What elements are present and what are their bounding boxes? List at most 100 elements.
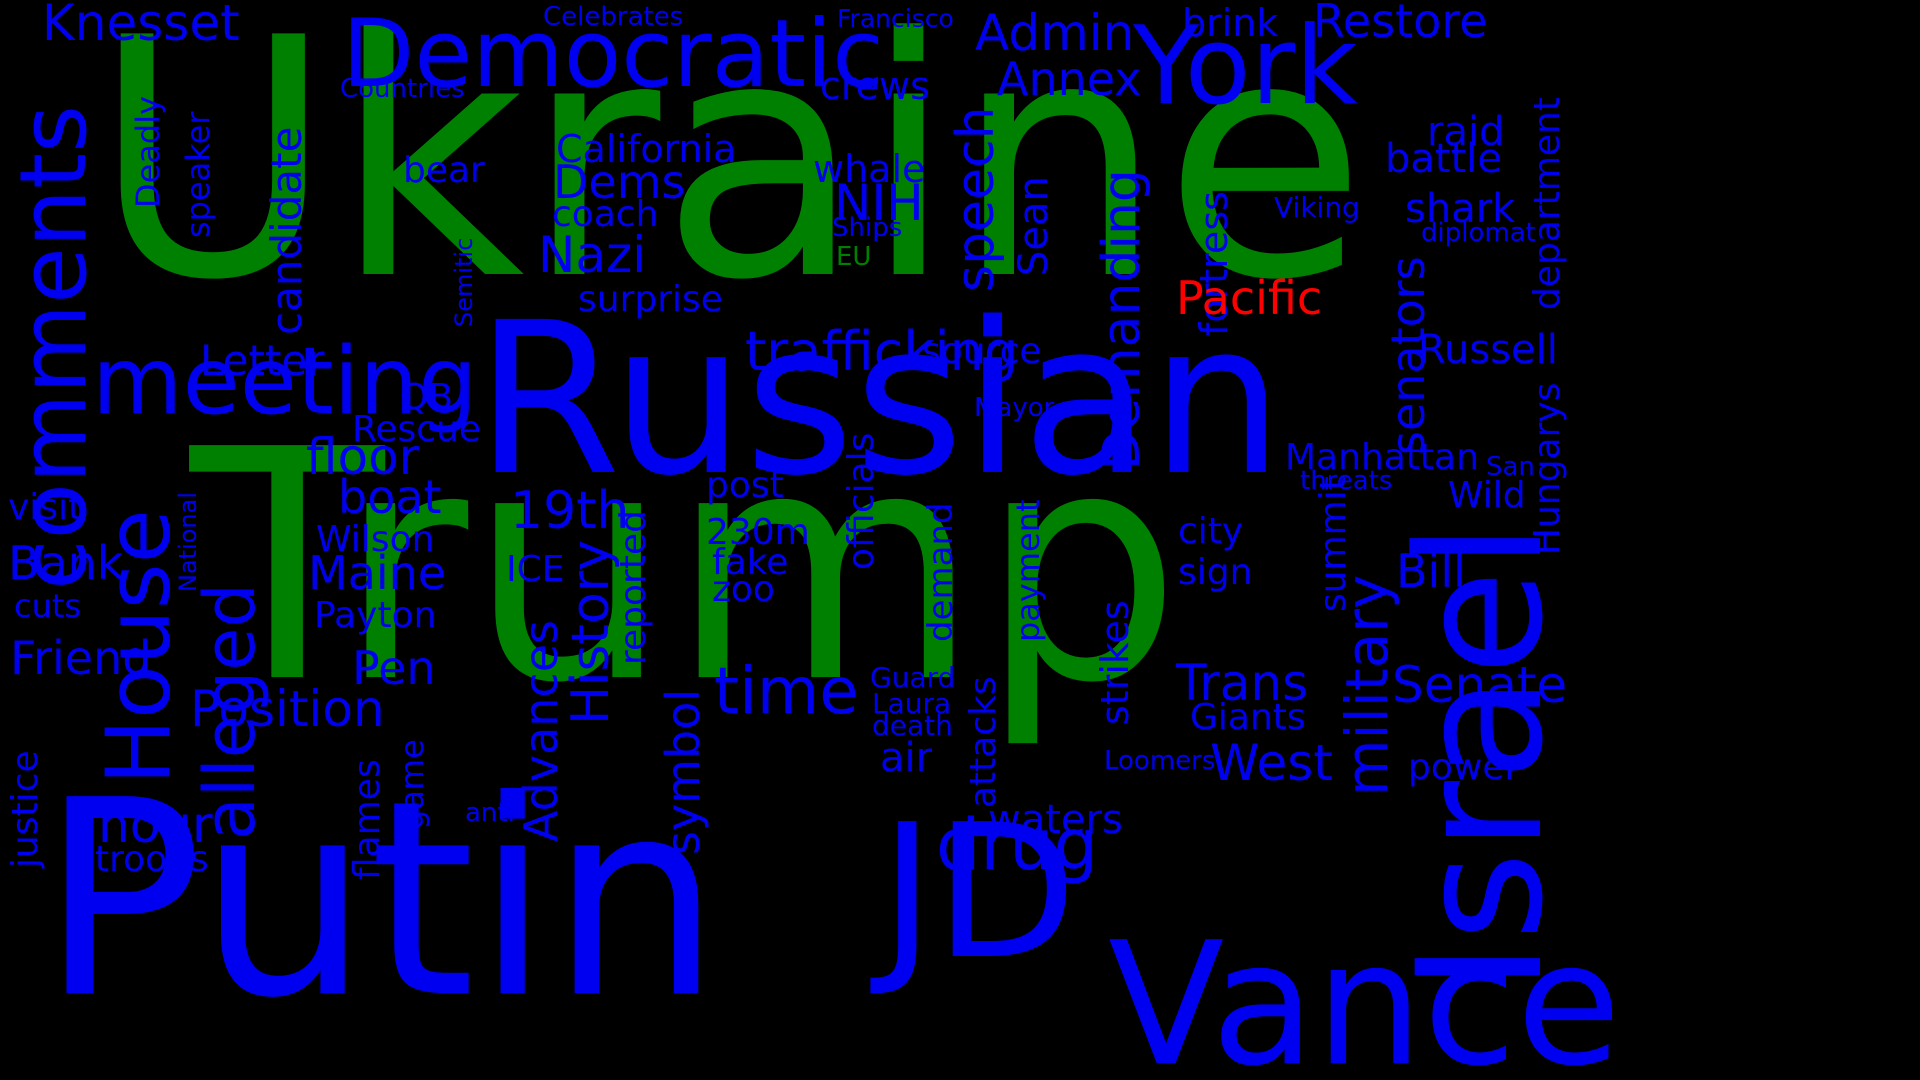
word-anti: anti xyxy=(465,798,515,828)
word-celebrates: Celebrates xyxy=(543,2,684,32)
word-zoo: zoo xyxy=(712,569,775,610)
word-ships: Ships xyxy=(832,213,903,243)
word-bank: Bank xyxy=(8,536,124,590)
word-nazi: Nazi xyxy=(538,226,647,284)
word-floor: floor xyxy=(306,428,420,486)
word-demand: demand xyxy=(921,502,961,642)
word-trump: Trump xyxy=(190,382,1182,752)
word-boat: boat xyxy=(338,470,442,524)
word-russell: Russell xyxy=(1418,327,1558,373)
word-raid: raid xyxy=(1427,109,1505,155)
word-death: death xyxy=(872,709,953,742)
word-west: West xyxy=(1210,734,1333,792)
word-eu: EU xyxy=(836,242,872,272)
word-advances: Advances xyxy=(514,620,568,842)
word-post: post xyxy=(706,465,784,506)
word-senate: Senate xyxy=(1392,656,1568,714)
word-reported: reported xyxy=(613,510,654,665)
word-air: air xyxy=(880,735,933,781)
word-sean: Sean xyxy=(1011,176,1057,276)
word-sign: sign xyxy=(1178,552,1253,593)
word-countries: Countries xyxy=(340,74,465,104)
word-russian: Russian xyxy=(475,277,1284,522)
word-ukraine: Ukraine xyxy=(92,0,1367,352)
word-bear: bear xyxy=(403,150,485,191)
word-crews: crews xyxy=(820,64,930,108)
word-shark: shark xyxy=(1405,186,1516,232)
word-visit: visit xyxy=(8,487,83,528)
word-hungarys: Hungarys xyxy=(1527,382,1568,555)
word-wild: Wild xyxy=(1448,475,1526,516)
word-summit: summit xyxy=(1313,476,1354,612)
word-city: city xyxy=(1178,511,1244,552)
word-officials: officials xyxy=(841,432,882,570)
word-speech: speech xyxy=(946,106,1006,292)
word-mayor: Mayor xyxy=(974,393,1055,423)
word-diplomat: diplomat xyxy=(1421,218,1536,248)
word-vance: Vance xyxy=(1108,906,1622,1080)
word-knesset: Knesset xyxy=(42,0,240,52)
word-pacific: Pacific xyxy=(1176,271,1323,325)
word-position: Position xyxy=(190,680,385,738)
word-hour: hour xyxy=(98,796,213,854)
word-source: source xyxy=(922,331,1042,372)
word-game: game xyxy=(393,739,431,830)
word-california: California xyxy=(556,127,737,171)
word-maine: Maine xyxy=(308,546,447,600)
word-justice: justice xyxy=(5,750,46,868)
word-trans: Trans xyxy=(1176,654,1309,712)
word-dems: Dems xyxy=(553,155,686,209)
word-semitic: Semitic xyxy=(450,237,478,327)
word-admin: Admin xyxy=(975,4,1135,62)
word-laura: Laura xyxy=(872,687,952,720)
word-19th: 19th xyxy=(510,481,630,541)
word-ice: ICE xyxy=(506,549,565,590)
word-power: power xyxy=(1408,747,1520,788)
word-putin: Putin xyxy=(40,742,722,1057)
word-nih: NIH xyxy=(834,174,924,232)
word-cuts: cuts xyxy=(14,587,82,625)
word-brink: brink xyxy=(1182,1,1279,45)
word-giants: Giants xyxy=(1190,697,1306,738)
word-meeting: meeting xyxy=(92,327,478,435)
word-230m: 230m xyxy=(706,512,810,553)
word-attacks: attacks xyxy=(963,676,1004,808)
word-rescue: Rescue xyxy=(352,409,482,450)
word-symbol: symbol xyxy=(656,688,710,855)
word-flames: flames xyxy=(347,759,388,880)
word-manhattan: Manhattan xyxy=(1285,437,1479,478)
word-democratic: Democratic xyxy=(342,0,884,109)
word-history: History xyxy=(561,540,621,725)
word-wilson: Wilson xyxy=(316,519,435,560)
word-battle: battle xyxy=(1385,136,1502,182)
word-francisco: Francisco xyxy=(837,4,954,33)
word-threats: threats xyxy=(1300,466,1393,496)
word-letter: Letter xyxy=(200,336,325,385)
word-department: department xyxy=(1527,97,1568,310)
word-speaker: speaker xyxy=(179,111,217,238)
word-demanding: Demanding xyxy=(1092,169,1152,470)
word-qb: QB xyxy=(400,377,454,418)
word-trafficking: trafficking xyxy=(745,320,1019,383)
word-annex: Annex xyxy=(997,52,1142,106)
word-surprise: surprise xyxy=(578,279,723,320)
word-waters: waters xyxy=(988,797,1123,843)
word-bill: Bill xyxy=(1396,544,1466,598)
word-fake: fake xyxy=(712,542,789,583)
word-payment: payment xyxy=(1009,499,1047,642)
word-payton: Payton xyxy=(314,595,437,636)
word-troops: troops xyxy=(95,839,209,880)
word-guard: Guard xyxy=(870,661,956,694)
word-york: York xyxy=(1133,4,1358,129)
word-restore: Restore xyxy=(1313,0,1488,48)
word-deadly: Deadly xyxy=(129,95,167,208)
word-strikes: strikes xyxy=(1093,600,1137,725)
word-national: National xyxy=(174,491,202,592)
word-san: San xyxy=(1486,452,1535,482)
word-drug: drug xyxy=(936,804,1099,886)
word-candidate: candidate xyxy=(262,126,311,335)
word-viking: Viking xyxy=(1274,191,1360,224)
word-loomers: Loomers xyxy=(1104,746,1216,776)
word-pen: Pen xyxy=(352,641,436,695)
